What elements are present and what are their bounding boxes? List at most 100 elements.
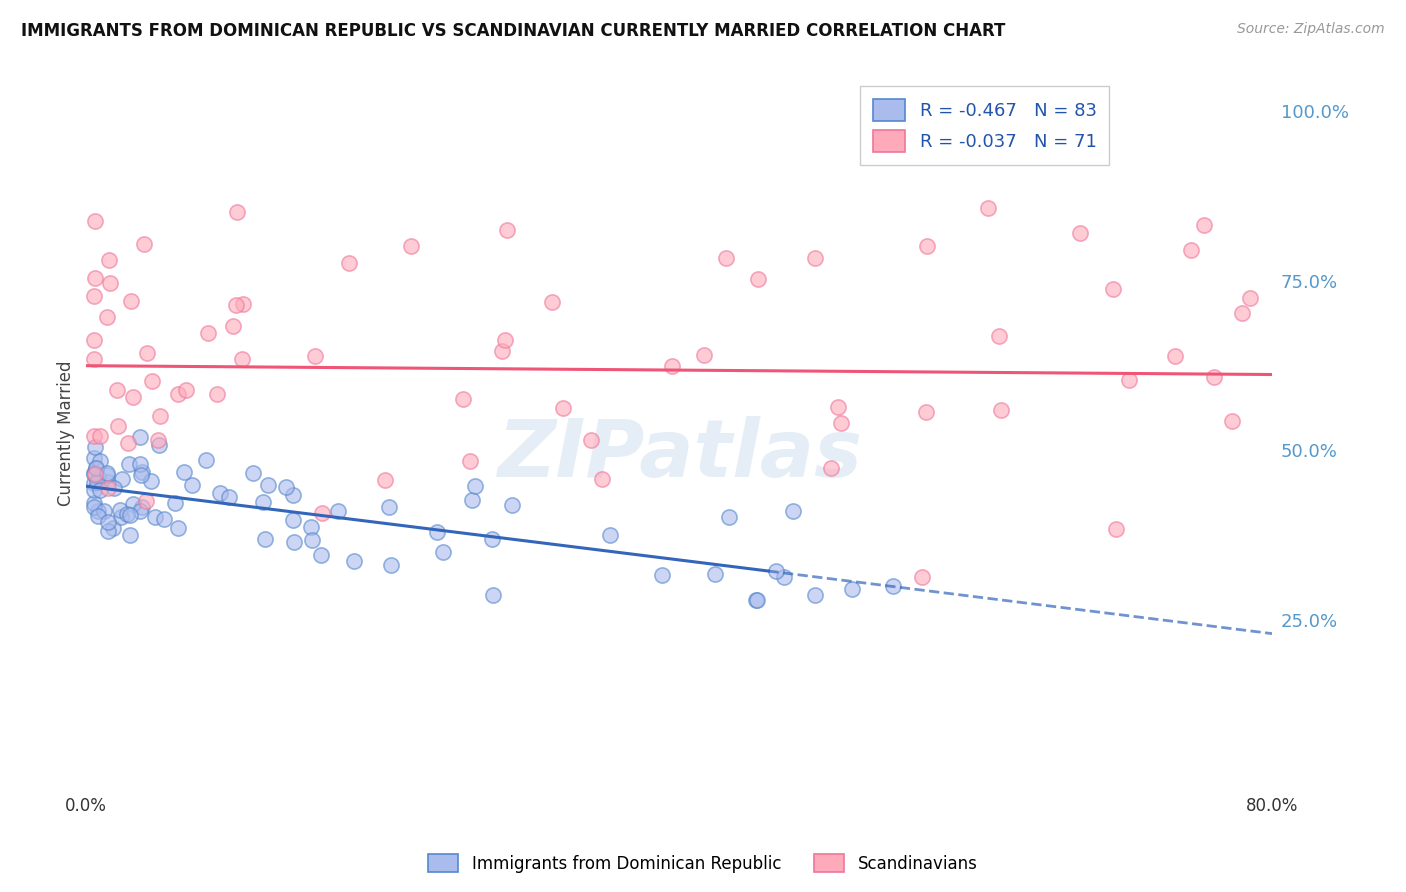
Point (107, 419, 129, 434)
Point (326, 504, 349, 518)
Point (84, 440, 107, 454)
Point (97, 524, 120, 538)
Point (1069, 226, 1091, 240)
Point (103, 481, 125, 495)
Point (1192, 218, 1215, 232)
Point (803, 251, 825, 265)
Point (1180, 243, 1202, 257)
Point (830, 416, 852, 430)
Point (83, 476, 105, 491)
Point (1230, 306, 1253, 320)
Point (703, 566, 725, 581)
Point (83, 500, 105, 515)
Point (83, 467, 105, 481)
Point (105, 383, 128, 397)
Point (194, 453, 217, 467)
Point (225, 298, 247, 312)
Point (86, 475, 108, 490)
Point (96, 468, 118, 483)
Point (83, 333, 105, 347)
Point (122, 497, 145, 511)
Point (108, 503, 131, 517)
Point (1202, 370, 1225, 384)
Point (494, 333, 516, 347)
Point (174, 383, 197, 397)
Point (501, 498, 523, 512)
Point (131, 465, 153, 479)
Point (115, 507, 138, 521)
Point (84, 467, 107, 482)
Point (714, 252, 737, 266)
Point (553, 401, 575, 415)
Point (96, 466, 118, 480)
Point (301, 520, 323, 534)
Point (218, 490, 240, 504)
Point (309, 548, 332, 562)
Point (253, 533, 276, 547)
Point (426, 524, 449, 539)
Point (118, 457, 141, 471)
Point (96, 310, 118, 324)
Point (337, 255, 360, 269)
Point (481, 588, 503, 602)
Point (173, 465, 195, 479)
Point (1102, 282, 1125, 296)
Point (591, 472, 613, 486)
Point (97, 516, 120, 530)
Point (745, 592, 768, 607)
Point (89, 454, 111, 468)
Point (977, 201, 1000, 215)
Point (1220, 414, 1243, 428)
Point (481, 532, 503, 546)
Point (1118, 373, 1140, 387)
Point (181, 478, 204, 492)
Point (242, 466, 264, 480)
Point (343, 554, 366, 568)
Point (579, 433, 602, 447)
Point (301, 533, 323, 548)
Point (163, 496, 186, 510)
Legend: Immigrants from Dominican Republic, Scandinavians: Immigrants from Dominican Republic, Scan… (422, 847, 984, 880)
Point (148, 438, 170, 452)
Point (153, 512, 176, 526)
Point (149, 409, 172, 423)
Point (541, 294, 564, 309)
Point (83, 351, 105, 366)
Point (378, 500, 401, 514)
Point (83, 466, 105, 480)
Point (205, 386, 228, 401)
Point (166, 521, 188, 535)
Point (283, 488, 305, 502)
Point (782, 504, 804, 518)
Text: IMMIGRANTS FROM DOMINICAN REPUBLIC VS SCANDINAVIAN CURRENTLY MARRIED CORRELATION: IMMIGRANTS FROM DOMINICAN REPUBLIC VS SC… (21, 22, 1005, 40)
Point (132, 236, 155, 251)
Point (226, 204, 249, 219)
Point (231, 351, 253, 366)
Point (990, 403, 1012, 417)
Point (661, 359, 683, 373)
Point (208, 486, 231, 500)
Point (120, 528, 142, 542)
Point (252, 495, 274, 509)
Point (135, 346, 157, 360)
Point (98, 276, 121, 290)
Point (117, 436, 139, 450)
Point (84, 214, 107, 228)
Point (464, 479, 486, 493)
Point (118, 508, 141, 522)
Point (141, 374, 163, 388)
Point (495, 223, 517, 237)
Point (380, 558, 402, 573)
Point (432, 545, 454, 559)
Point (827, 400, 849, 414)
Point (197, 326, 219, 341)
Point (987, 329, 1010, 343)
Point (911, 570, 934, 584)
Point (773, 570, 796, 584)
Point (399, 239, 422, 253)
Point (841, 582, 863, 596)
Point (256, 478, 278, 492)
Point (83, 429, 105, 443)
Point (87, 470, 110, 484)
Point (129, 458, 152, 472)
